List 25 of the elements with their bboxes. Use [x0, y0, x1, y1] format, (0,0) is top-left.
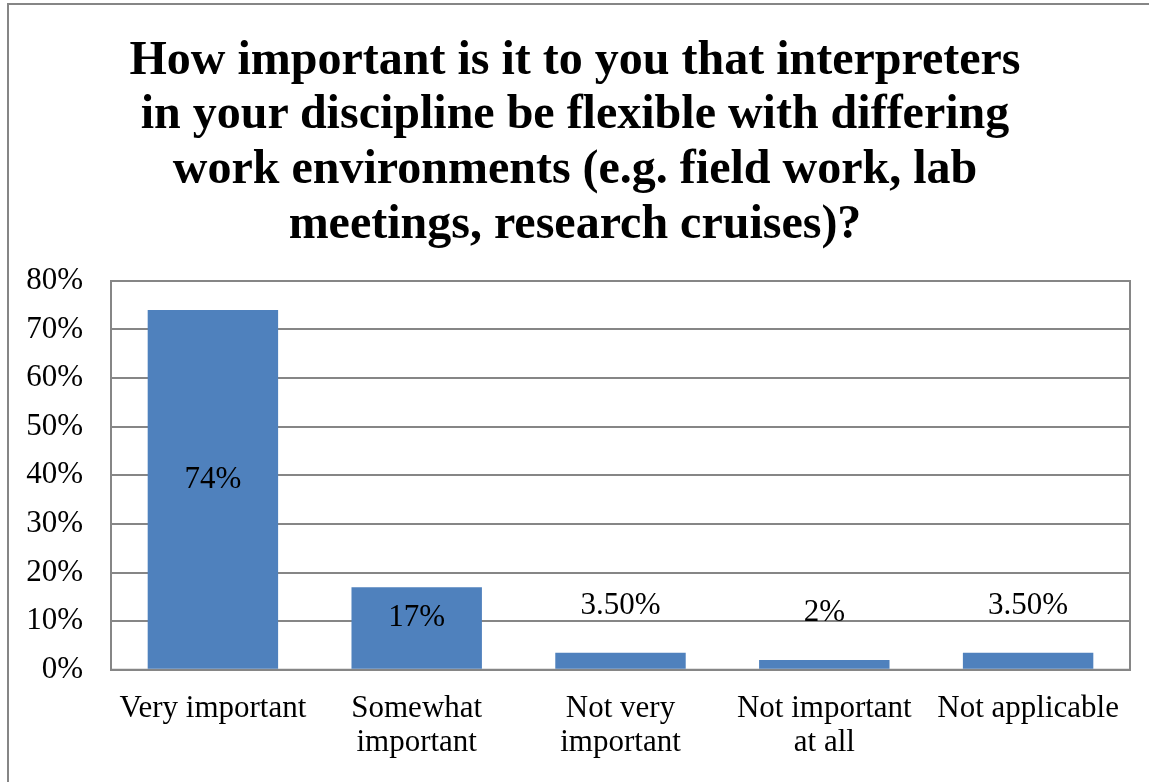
x-tick-label: Not important at all	[736, 688, 913, 759]
data-label: 2%	[803, 593, 845, 629]
x-tick-label: Not applicable	[937, 688, 1119, 724]
y-tick-label: 40%	[26, 455, 83, 491]
bar	[962, 652, 1094, 669]
y-tick-label: 0%	[41, 649, 83, 685]
bar	[555, 652, 686, 669]
chart-title: How important is it to you that interpreters in your discipline be flexible with differing work environments (e.g. field work, lab meetings, research cruises)?	[129, 30, 1021, 249]
data-label: 3.50%	[580, 585, 661, 621]
x-tick-label: Very important	[119, 688, 307, 724]
x-tick-label: Somewhat important	[351, 688, 483, 759]
y-tick-label: 50%	[26, 406, 83, 442]
y-tick-label: 20%	[26, 552, 83, 588]
data-label: 17%	[388, 598, 446, 634]
y-tick-label: 80%	[26, 261, 83, 297]
y-tick-label: 30%	[26, 504, 83, 540]
bar	[351, 587, 482, 669]
data-label: 3.50%	[988, 585, 1069, 621]
y-tick-label: 70%	[26, 309, 83, 345]
bar	[759, 660, 890, 669]
x-tick-label: Not very important	[560, 688, 682, 759]
y-tick-label: 60%	[26, 358, 83, 394]
data-label: 74%	[184, 459, 242, 495]
bar	[147, 310, 279, 669]
y-tick-label: 10%	[26, 601, 83, 637]
